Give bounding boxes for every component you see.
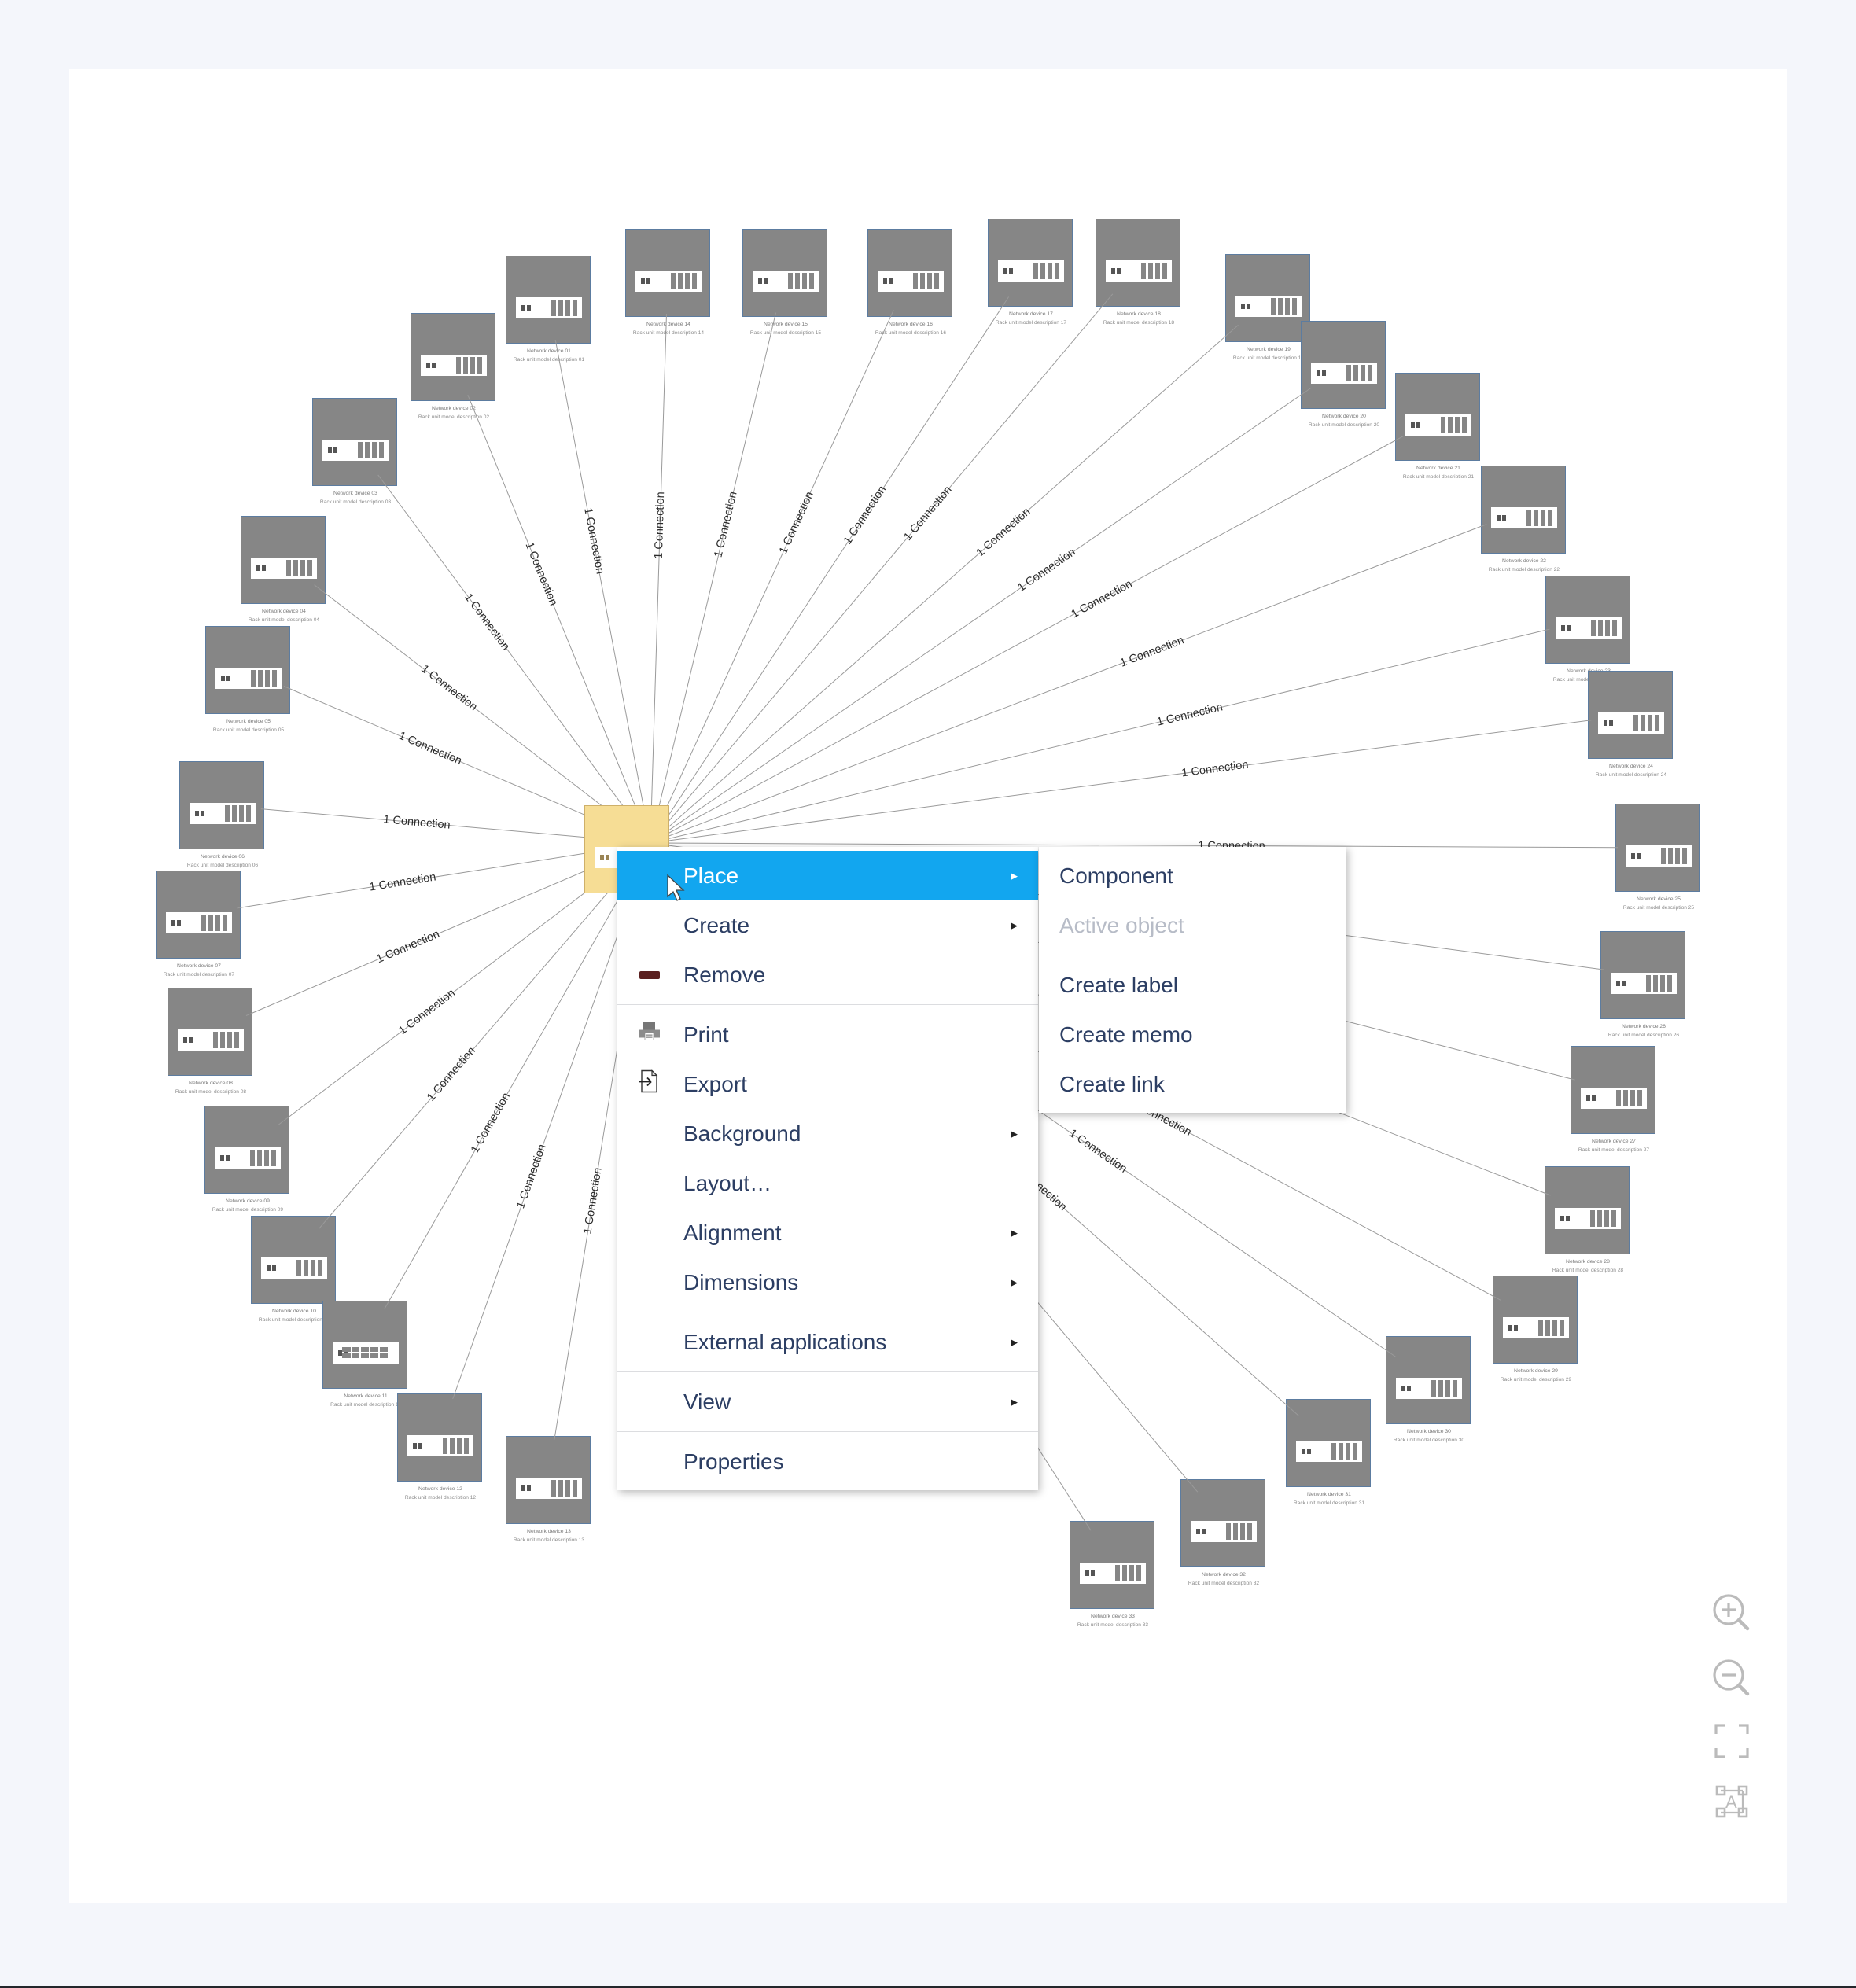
svg-text:A: A bbox=[1725, 1792, 1737, 1812]
